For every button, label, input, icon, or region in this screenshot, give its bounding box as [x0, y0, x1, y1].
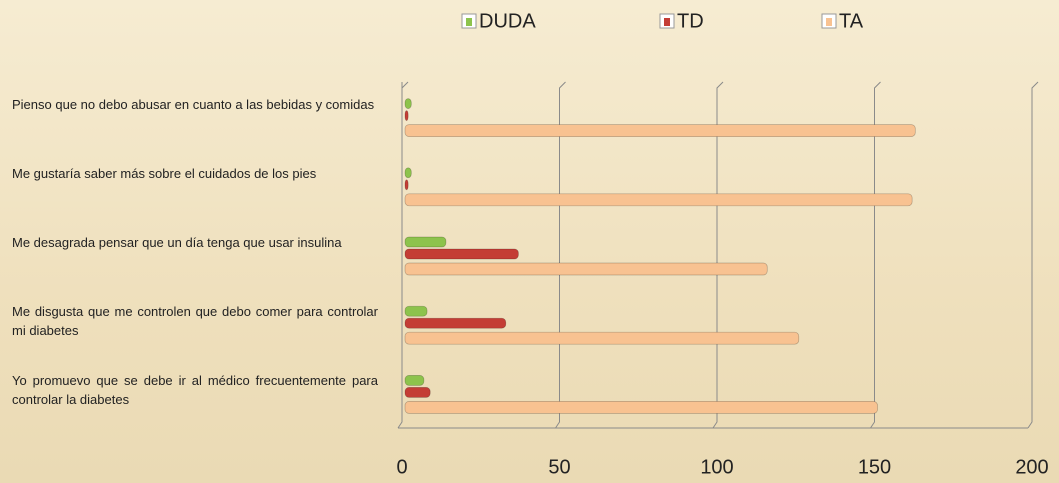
legend-label: TD — [677, 10, 704, 32]
x-tick-label: 100 — [700, 456, 733, 478]
bar — [404, 305, 428, 317]
bar — [404, 331, 800, 345]
legend-label: TA — [839, 10, 864, 32]
legend-swatch — [466, 18, 472, 26]
bar — [404, 193, 913, 207]
y-tick-label: Me desagrada pensar que un día tenga que… — [12, 235, 342, 250]
bar — [404, 179, 409, 191]
legend-label: DUDA — [479, 10, 536, 32]
y-tick-label: Me disgusta que me controlen que debo co… — [12, 304, 378, 339]
x-tick-label: 150 — [858, 456, 891, 478]
bar — [404, 317, 507, 329]
y-tick-label: Yo promuevo que se debe ir al médico fre… — [12, 373, 378, 408]
bar — [404, 248, 519, 260]
bar — [404, 236, 447, 248]
bar — [404, 262, 768, 276]
legend-swatch — [664, 18, 670, 26]
bar — [404, 167, 412, 179]
y-tick-label: Me gustaría saber más sobre el cuidados … — [12, 165, 317, 181]
bar — [404, 375, 425, 386]
bar — [404, 387, 431, 398]
bar — [404, 98, 412, 109]
bar — [404, 401, 878, 414]
bar — [404, 124, 916, 137]
grid-line — [712, 81, 724, 429]
grid-line — [870, 81, 881, 429]
grid-line — [555, 81, 566, 429]
grid-line — [1027, 81, 1039, 429]
x-tick-label: 50 — [548, 456, 570, 478]
legend-swatch — [826, 18, 832, 26]
x-tick-label: 0 — [396, 456, 407, 478]
bar — [404, 110, 409, 121]
y-tick-label: Pienso que no debo abusar en cuanto a la… — [12, 96, 375, 112]
x-tick-label: 200 — [1015, 456, 1048, 478]
